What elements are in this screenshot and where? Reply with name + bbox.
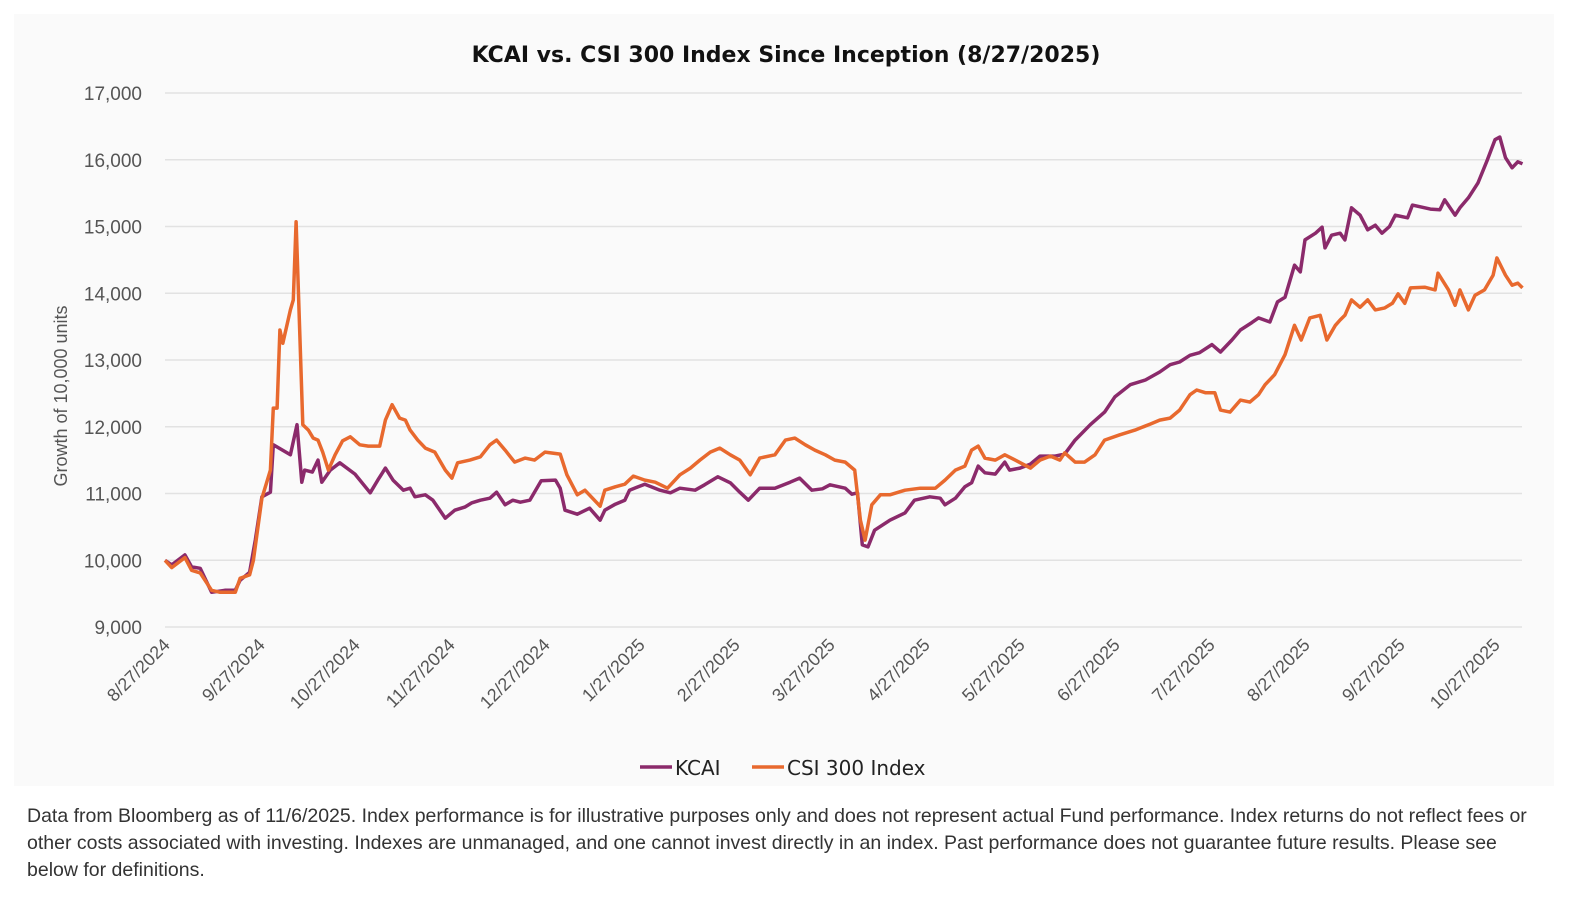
series-lines: [163, 135, 1524, 595]
y-tick-label: 10,000: [84, 551, 142, 572]
y-tick-label: 12,000: [84, 418, 142, 439]
chart-panel: [14, 14, 1554, 786]
x-tick-label: 11/27/2024: [382, 635, 459, 712]
x-tick-label: 6/27/2025: [1053, 635, 1124, 706]
x-tick-label: 10/27/2025: [1426, 635, 1504, 713]
legend-label-kcai: KCAI: [675, 756, 721, 780]
series-line-kcai: [164, 135, 1524, 595]
y-axis-ticks: 9,000 10,000 11,000 12,000 13,000 14,000 15,00…: [84, 84, 142, 639]
x-tick-label: 5/27/2025: [958, 635, 1029, 706]
y-tick-label: 14,000: [84, 284, 142, 305]
y-tick-label: 13,000: [84, 351, 142, 372]
legend-item-kcai: KCAI: [640, 756, 721, 780]
x-axis-ticks: 8/27/2024 9/27/2024 10/27/2024 11/27/2024 12…: [103, 635, 1504, 713]
x-tick-label: 4/27/2025: [863, 635, 934, 706]
y-tick-label: 15,000: [84, 218, 142, 239]
gridlines: [165, 92, 1522, 628]
x-tick-label: 8/27/2025: [1243, 635, 1314, 706]
y-axis-label: Growth of 10,000 units: [51, 305, 71, 486]
y-tick-label: 17,000: [84, 84, 142, 105]
x-tick-label: 1/27/2025: [578, 635, 649, 706]
x-tick-label: 12/27/2024: [476, 635, 554, 713]
x-tick-label: 3/27/2025: [768, 635, 839, 706]
legend: KCAI CSI 300 Index: [640, 756, 926, 780]
y-tick-label: 9,000: [94, 618, 142, 639]
footnote: Data from Bloomberg as of 11/6/2025. Ind…: [27, 805, 1527, 881]
x-tick-label: 7/27/2025: [1148, 635, 1219, 706]
y-tick-label: 11,000: [85, 485, 142, 506]
series-line-csi300: [163, 220, 1524, 595]
x-tick-label: 10/27/2024: [286, 635, 364, 713]
y-tick-label: 16,000: [84, 151, 142, 172]
x-tick-label: 2/27/2025: [673, 635, 744, 706]
legend-label-csi300: CSI 300 Index: [787, 756, 926, 780]
x-tick-label: 9/27/2024: [198, 635, 269, 706]
legend-item-csi300: CSI 300 Index: [752, 756, 926, 780]
x-tick-label: 9/27/2025: [1338, 635, 1409, 706]
x-tick-label: 8/27/2024: [103, 635, 174, 706]
chart-title: KCAI vs. CSI 300 Index Since Inception (…: [472, 43, 1101, 68]
